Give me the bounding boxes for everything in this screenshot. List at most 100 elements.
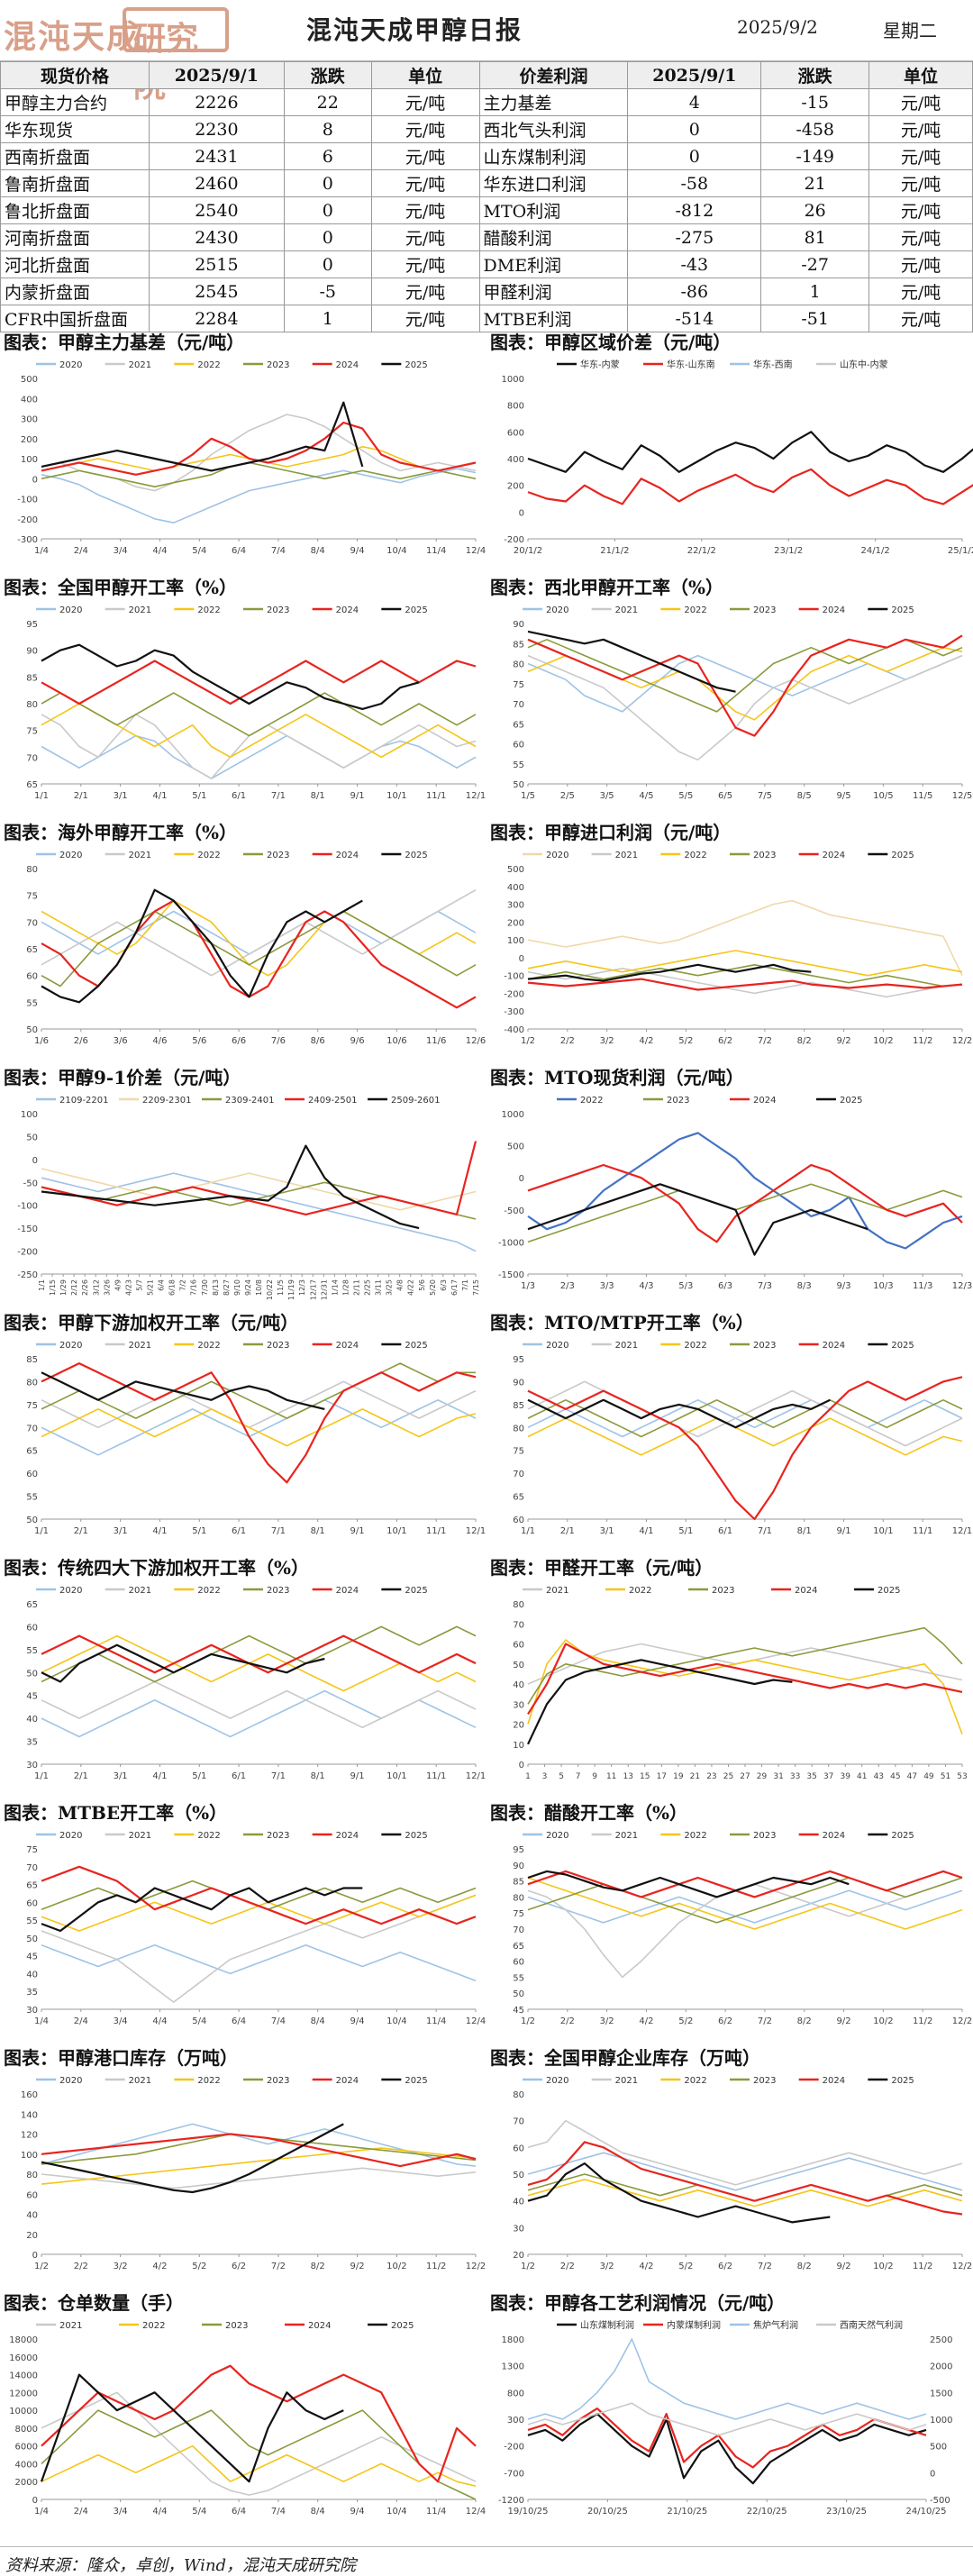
legend-label: 2022 bbox=[580, 1096, 603, 1106]
y-tick-label: 12000 bbox=[9, 2389, 38, 2399]
x-tick-label: 12/2 bbox=[952, 1036, 972, 1046]
table-cell: 2545 bbox=[148, 278, 285, 305]
table-cell: 甲醇主力合约 bbox=[0, 88, 150, 116]
chart-title: 图表：甲醇下游加权开工率（元/吨） bbox=[4, 1312, 299, 1334]
chart-legend: 2020 2021 2022 2023 2024 2025 bbox=[36, 2076, 428, 2086]
chart-legend: 2022 2023 2024 2025 bbox=[557, 1096, 862, 1106]
legend-label: 2024 bbox=[823, 1341, 845, 1351]
legend-label: 2024 bbox=[308, 2321, 331, 2331]
series-line-2022 bbox=[527, 1877, 963, 1930]
x-tick-label: 8/4 bbox=[311, 546, 325, 556]
y-tick-label: 400 bbox=[21, 395, 38, 405]
legend-label: 2023 bbox=[267, 1586, 289, 1596]
chart-legend: 2020 2021 2022 2023 2024 2025 bbox=[36, 1831, 428, 1841]
y-tick-label: 200 bbox=[507, 918, 524, 928]
y-tick-label: 0 bbox=[519, 1761, 524, 1770]
legend-label: 2020 bbox=[59, 1831, 82, 1841]
x-tick-label: 6/1 bbox=[232, 791, 246, 801]
x-tick-label: 1/2 bbox=[521, 1036, 535, 1046]
y-tick-label: -100 bbox=[17, 1202, 38, 1212]
x-tick-label: 10/2 bbox=[873, 2016, 893, 2026]
report-weekday: 星期二 bbox=[883, 20, 937, 41]
x-tick-label: 43 bbox=[874, 1772, 884, 1781]
table-cell: 2460 bbox=[148, 169, 285, 197]
series-line-2023 bbox=[41, 910, 477, 988]
x-tick-label: 7/4 bbox=[271, 2016, 286, 2026]
x-tick-label: 22/1/2 bbox=[687, 546, 716, 556]
table-cell: -27 bbox=[760, 250, 870, 278]
y2-tick-label: 2000 bbox=[930, 2362, 952, 2372]
chart-c13: 图表：MTBE开工率（%） 2020 2021 2022 2023 2024 2025 30 3… bbox=[0, 1800, 486, 2038]
header-cell: 单位 bbox=[370, 61, 480, 89]
x-tick-label: 7/30 bbox=[201, 1279, 209, 1296]
y-tick-label: 100 bbox=[21, 455, 38, 465]
y-tick-label: 75 bbox=[26, 892, 38, 902]
legend-label: 2020 bbox=[546, 605, 568, 615]
legend-label: 2022 bbox=[684, 1341, 706, 1351]
y-tick-label: 0 bbox=[519, 1174, 524, 1184]
x-tick-label: 6/17 bbox=[450, 1279, 459, 1296]
y-tick-label: 10 bbox=[513, 1741, 524, 1751]
x-tick-label: 10/1 bbox=[386, 1526, 406, 1536]
y-tick-label: 60 bbox=[513, 2144, 524, 2153]
table-cell: 元/吨 bbox=[868, 196, 973, 224]
x-tick-label: 10/22 bbox=[266, 1279, 274, 1300]
x-tick-label: 11/1 bbox=[913, 1526, 932, 1536]
series-line-2024 bbox=[41, 2364, 477, 2483]
series-line-2020 bbox=[527, 899, 963, 977]
chart-c2: 图表：甲醇区域价差（元/吨） 华东-内蒙 华东-山东南 华东-西南 山东中-内蒙 -200… bbox=[486, 330, 973, 568]
table-cell: 2515 bbox=[148, 250, 285, 278]
x-tick-label: 1/2 bbox=[521, 2262, 535, 2271]
chart-legend: 2020 2021 2022 2023 2024 2025 bbox=[36, 360, 428, 370]
x-tick-label: 11/1 bbox=[426, 1771, 446, 1781]
x-tick-label: 6/4 bbox=[232, 2507, 246, 2517]
x-tick-label: 19/10/25 bbox=[508, 2507, 549, 2517]
y-tick-label: 160 bbox=[21, 2090, 38, 2100]
y-tick-label: 1000 bbox=[502, 1110, 524, 1120]
x-tick-label: 24/1/2 bbox=[861, 546, 890, 556]
chart-title: 图表：海外甲醇开工率（%） bbox=[4, 822, 238, 843]
x-tick-label: 11/3 bbox=[913, 1281, 932, 1291]
x-tick-label: 5/2 bbox=[678, 1036, 693, 1046]
table-cell: 华东现货 bbox=[0, 115, 150, 143]
x-tick-label: 45 bbox=[890, 1772, 900, 1781]
y-tick-label: 50 bbox=[26, 1669, 38, 1679]
y-tick-label: 80 bbox=[513, 1600, 524, 1610]
x-tick-label: 7/2 bbox=[271, 2262, 286, 2271]
x-tick-label: 1/1 bbox=[34, 1526, 49, 1536]
series-line-2021 bbox=[41, 1894, 477, 2003]
table-cell: 0 bbox=[283, 196, 372, 224]
chart-c4: 图表：西北甲醇开工率（%） 2020 2021 2022 2023 2024 2025 50 5… bbox=[486, 575, 973, 813]
table-cell: 元/吨 bbox=[868, 223, 973, 251]
series-line-2025 bbox=[41, 643, 420, 711]
legend-label: 2020 bbox=[546, 1341, 568, 1351]
table-cell: -275 bbox=[627, 223, 762, 251]
y-tick-label: 30 bbox=[513, 2224, 524, 2234]
x-tick-label: 7/3 bbox=[758, 1281, 772, 1291]
report-date: 2025/9/2 bbox=[737, 16, 818, 38]
y-tick-label: -200 bbox=[17, 515, 38, 525]
legend-label: 2023 bbox=[267, 2076, 289, 2086]
y2-tick-label: 1500 bbox=[930, 2389, 952, 2399]
series-line-2023 bbox=[527, 964, 963, 988]
legend-label: 2024 bbox=[795, 1586, 817, 1596]
table-cell: 鲁北折盘面 bbox=[0, 196, 150, 224]
x-tick-label: 12/31 bbox=[320, 1279, 328, 1300]
x-tick-label: 2/12 bbox=[70, 1279, 78, 1296]
chart-legend: 2020 2021 2022 2023 2024 2025 bbox=[36, 1586, 428, 1596]
x-tick-label: 5/1 bbox=[192, 791, 206, 801]
series-line-2021 bbox=[527, 654, 963, 761]
company-logo: 混沌天成 研究院 bbox=[0, 5, 236, 105]
price-table: 现货价格 2025/9/1 涨跌 单位 价差利润 2025/9/1 涨跌 单位 … bbox=[0, 61, 973, 332]
x-tick-label: 8/4 bbox=[311, 2507, 325, 2517]
chart-c9: 图表：甲醇下游加权开工率（元/吨） 2020 2021 2022 2023 2024 202… bbox=[0, 1310, 486, 1548]
series-line-2023 bbox=[527, 1399, 963, 1438]
legend-label: 2025 bbox=[891, 605, 914, 615]
legend-label: 2022 bbox=[684, 1831, 706, 1841]
logo-text-left: 混沌天成 bbox=[4, 18, 141, 56]
y-tick-label: 45 bbox=[26, 1952, 38, 1962]
y-tick-label: -500 bbox=[504, 1206, 524, 1216]
x-tick-label: 2/6 bbox=[74, 1036, 88, 1046]
x-tick-label: 21/10/25 bbox=[667, 2507, 707, 2517]
x-tick-label: 2/1 bbox=[74, 791, 88, 801]
